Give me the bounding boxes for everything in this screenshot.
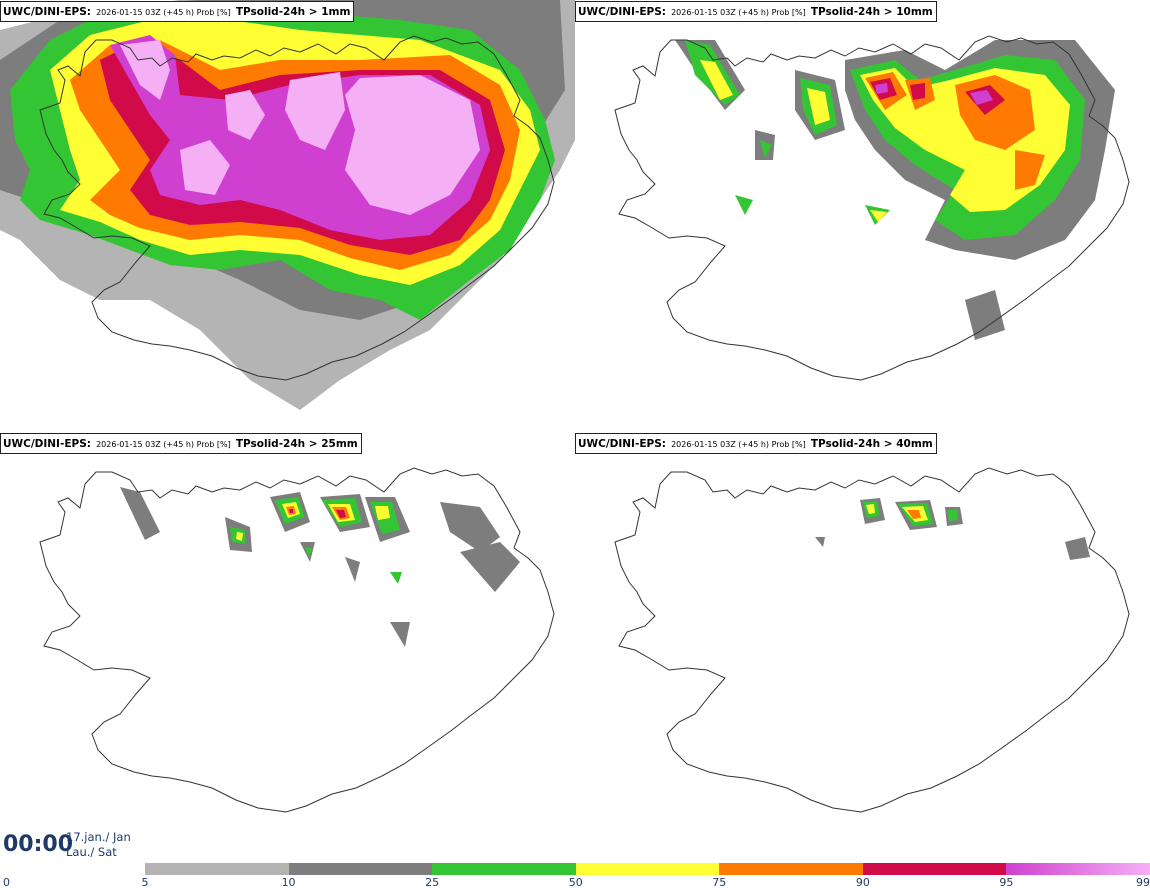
legend-tick-label: 10 [281, 876, 296, 889]
panel-title: UWC/DINI-EPS: 2026-01-15 03Z (+45 h) Pro… [0, 433, 362, 454]
valid-time: 00:00 [3, 832, 74, 857]
run-label: 2026-01-15 03Z (+45 h) Prob [%] [671, 440, 806, 449]
legend-tick-label: 95 [999, 876, 1014, 889]
model-label: UWC/DINI-EPS [578, 438, 662, 450]
panel-title: UWC/DINI-EPS: 2026-01-15 03Z (+45 h) Pro… [0, 1, 355, 22]
legend-swatch [575, 863, 720, 875]
run-label: 2026-01-15 03Z (+45 h) Prob [%] [671, 8, 806, 17]
map-panel-25mm: UWC/DINI-EPS: 2026-01-15 03Z (+45 h) Pro… [0, 432, 575, 862]
valid-day: Lau./ Sat [66, 845, 117, 859]
prob-25-area [230, 497, 402, 584]
legend-tick-label: 5 [141, 876, 149, 889]
model-label: UWC/DINI-EPS [578, 6, 662, 18]
legend-swatch [145, 863, 289, 875]
legend-swatch [719, 863, 863, 875]
valid-time-box: 00:00 17.jan./ Jan Lau./ Sat [0, 826, 140, 862]
prob-95-area [875, 83, 993, 105]
param-label: TPsolid-24h > 25mm [235, 438, 358, 450]
panel-title: UWC/DINI-EPS: 2026-01-15 03Z (+45 h) Pro… [575, 433, 937, 454]
legend-tick-label: 25 [425, 876, 440, 889]
legend-swatch [1006, 863, 1150, 875]
map-panel-1mm: UWC/DINI-EPS: 2026-01-15 03Z (+45 h) Pro… [0, 0, 575, 430]
param-label: TPsolid-24h > 1mm [235, 6, 351, 18]
param-label: TPsolid-24h > 10mm [810, 6, 933, 18]
legend-swatch [288, 863, 433, 875]
iceland-map [575, 0, 1150, 430]
panel-title: UWC/DINI-EPS: 2026-01-15 03Z (+45 h) Pro… [575, 1, 937, 22]
legend-tick-label: 99 [1136, 876, 1150, 889]
color-legend-bar [145, 863, 1150, 875]
legend-tick-label: 50 [568, 876, 583, 889]
prob-75-area [286, 506, 350, 520]
prob-90-area [289, 509, 346, 518]
model-label: UWC/DINI-EPS [3, 6, 87, 18]
map-panel-10mm: UWC/DINI-EPS: 2026-01-15 03Z (+45 h) Pro… [575, 0, 1150, 430]
legend-tick-label: 0 [3, 876, 10, 889]
prob-75-area [907, 510, 921, 519]
run-label: 2026-01-15 03Z (+45 h) Prob [%] [96, 8, 231, 17]
legend-swatch [862, 863, 1007, 875]
iceland-map [575, 432, 1150, 862]
iceland-map [0, 0, 575, 430]
map-panel-40mm: UWC/DINI-EPS: 2026-01-15 03Z (+45 h) Pro… [575, 432, 1150, 862]
iceland-map [0, 432, 575, 862]
legend-tick-label: 75 [712, 876, 727, 889]
legend-tick-label: 90 [855, 876, 870, 889]
prob-50-area [236, 502, 390, 541]
model-label: UWC/DINI-EPS [3, 438, 87, 450]
legend-swatch [432, 863, 576, 875]
prob-99-area [120, 40, 480, 215]
valid-date: 17.jan./ Jan [66, 830, 131, 844]
param-label: TPsolid-24h > 40mm [810, 438, 933, 450]
run-label: 2026-01-15 03Z (+45 h) Prob [%] [96, 440, 231, 449]
